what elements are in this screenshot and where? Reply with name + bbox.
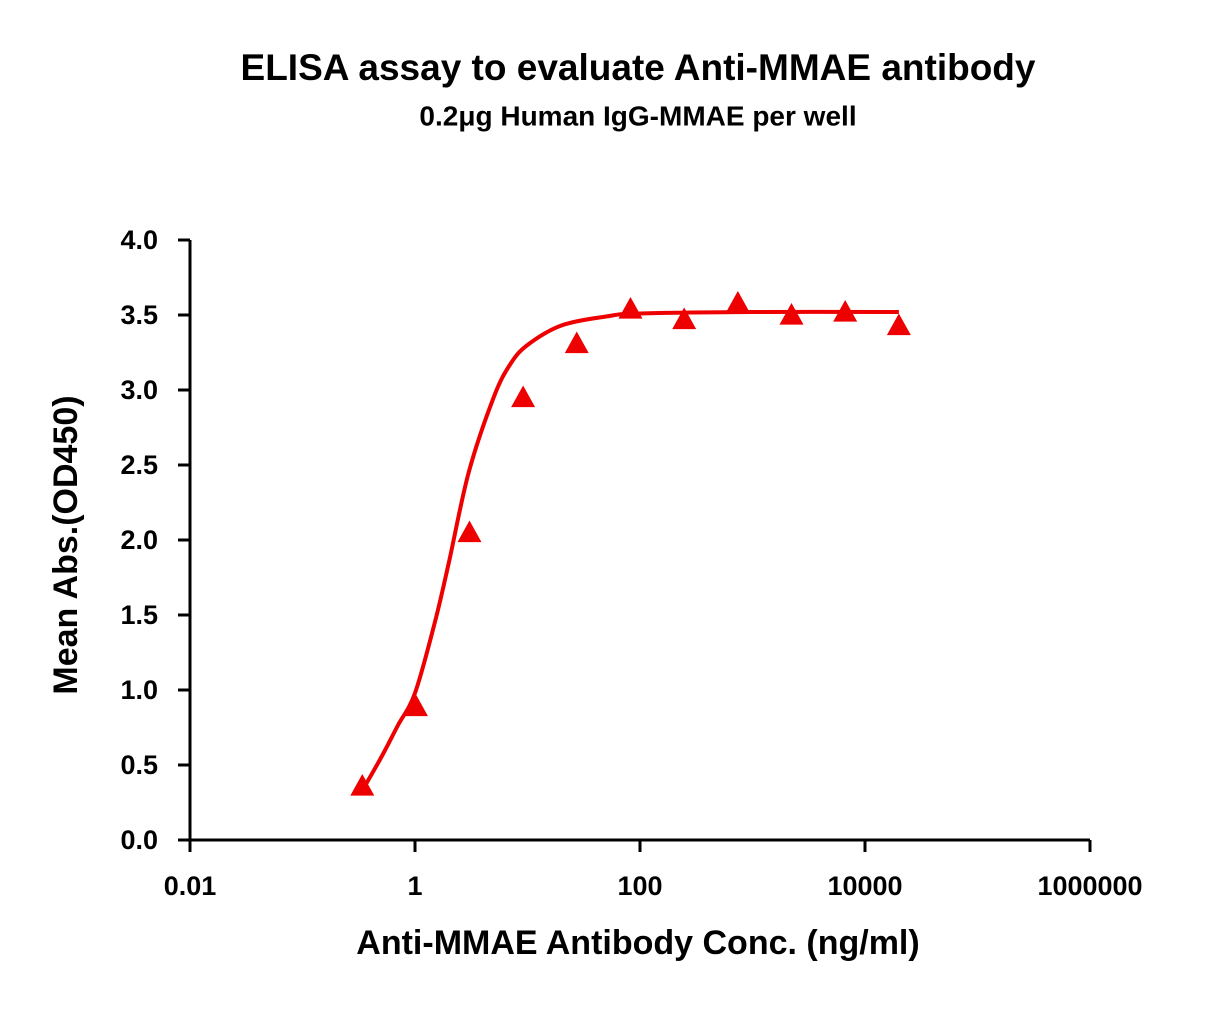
y-tick-label: 1.5 — [120, 600, 158, 630]
x-tick-label: 100 — [617, 871, 662, 901]
data-point — [350, 774, 375, 796]
y-axis-label: Mean Abs.(OD450) — [47, 395, 85, 694]
data-point — [779, 303, 804, 325]
y-tick-label: 3.0 — [120, 375, 158, 405]
x-axis-label: Anti-MMAE Antibody Conc. (ng/ml) — [356, 924, 919, 962]
x-tick-label: 1000000 — [1037, 871, 1142, 901]
fit-curve — [360, 309, 899, 792]
x-tick-label: 10000 — [827, 871, 902, 901]
y-tick-label: 2.5 — [120, 450, 158, 480]
data-point — [457, 520, 482, 543]
chart-subtitle: 0.2μg Human IgG-MMAE per well — [419, 100, 856, 131]
data-point — [564, 331, 589, 354]
data-point — [833, 300, 858, 322]
x-tick-label: 1 — [407, 871, 422, 901]
data-point — [618, 297, 643, 319]
data-point — [403, 694, 428, 717]
data-point — [886, 313, 911, 336]
chart-title: ELISA assay to evaluate Anti-MMAE antibo… — [241, 47, 1036, 88]
y-tick-label: 3.5 — [120, 300, 158, 330]
y-tick-label: 0.5 — [120, 750, 158, 780]
y-tick-label: 2.0 — [120, 525, 158, 555]
data-point — [511, 385, 536, 408]
data-point — [725, 291, 750, 313]
y-tick-label: 1.0 — [120, 675, 158, 705]
x-tick-label: 0.01 — [164, 871, 217, 901]
y-tick-label: 4.0 — [120, 225, 158, 255]
y-tick-label: 0.0 — [120, 825, 158, 855]
data-point — [672, 307, 697, 330]
